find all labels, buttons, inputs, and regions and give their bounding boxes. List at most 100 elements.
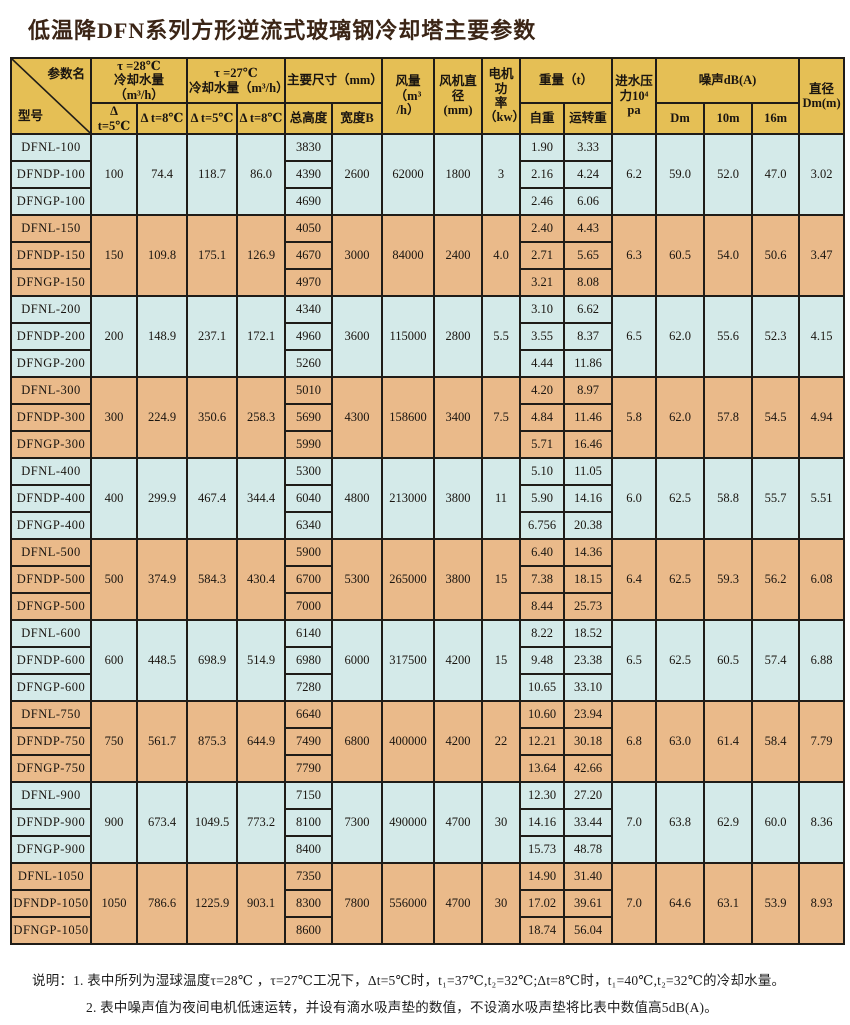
air-volume-cell: 317500 <box>381 618 436 702</box>
subheader-dt8-tau27: Δ t=8℃ <box>236 102 286 135</box>
subheader-self-weight: 自重 <box>519 102 566 135</box>
table-row: DFNDP-1050 8300 17.02 39.61 <box>10 888 844 918</box>
motor-power-cell: 15 <box>481 537 522 621</box>
running-weight-cell: 4.24 <box>563 159 614 189</box>
running-weight-cell: 20.38 <box>563 510 614 540</box>
water-flow-cell-2: 224.9 <box>136 375 188 459</box>
subheader-dt8-tau28: Δ t=8℃ <box>136 102 188 135</box>
noise-16m-cell: 60.0 <box>751 780 801 864</box>
width-b-cell: 3600 <box>330 294 384 378</box>
model-cell: DFNL-200 <box>10 294 92 324</box>
water-flow-cell-3: 698.9 <box>186 618 238 702</box>
running-weight-cell: 11.05 <box>563 456 614 486</box>
water-pressure-cell: 7.0 <box>611 861 658 945</box>
table-row: DFNGP-600 7280 10.65 33.10 <box>10 672 844 702</box>
air-volume-cell: 62000 <box>381 132 436 216</box>
total-height-cell: 5300 <box>284 456 333 486</box>
motor-power-cell: 3 <box>481 132 522 216</box>
model-cell: DFNGP-900 <box>10 834 92 864</box>
self-weight-cell: 18.74 <box>519 915 566 945</box>
noise-16m-cell: 56.2 <box>751 537 801 621</box>
model-cell: DFNGP-100 <box>10 186 92 216</box>
total-height-cell: 4960 <box>284 321 333 351</box>
noise-16m-cell: 55.7 <box>751 456 801 540</box>
self-weight-cell: 3.55 <box>519 321 566 351</box>
fan-diameter-cell: 1800 <box>433 132 484 216</box>
total-height-cell: 6040 <box>284 483 333 513</box>
self-weight-cell: 6.40 <box>519 537 566 567</box>
noise-10m-cell: 60.5 <box>703 618 754 702</box>
self-weight-cell: 5.90 <box>519 483 566 513</box>
water-flow-cell-2: 374.9 <box>136 537 188 621</box>
noise-dm-cell: 59.0 <box>655 132 706 216</box>
water-pressure-cell: 6.3 <box>611 213 658 297</box>
water-flow-cell-4: 172.1 <box>236 294 286 378</box>
self-weight-cell: 8.22 <box>519 618 566 648</box>
diameter-cell: 6.88 <box>798 618 846 702</box>
model-cell: DFNGP-400 <box>10 510 92 540</box>
footnote-text-1: 1. 表中所列为湿球温度τ=28℃ ，τ=27℃工况下，Δt=5℃时，t₁=37… <box>73 972 786 988</box>
air-volume-cell: 490000 <box>381 780 436 864</box>
water-flow-cell-1: 1050 <box>90 861 138 945</box>
motor-power-cell: 15 <box>481 618 522 702</box>
self-weight-cell: 12.30 <box>519 780 566 810</box>
table-row: DFNDP-500 6700 7.38 18.15 <box>10 564 844 594</box>
water-flow-cell-3: 1225.9 <box>186 861 238 945</box>
model-cell: DFNDP-600 <box>10 645 92 675</box>
self-weight-cell: 6.756 <box>519 510 566 540</box>
noise-dm-cell: 62.0 <box>655 375 706 459</box>
running-weight-cell: 30.18 <box>563 726 614 756</box>
width-b-cell: 4300 <box>330 375 384 459</box>
water-pressure-cell: 6.5 <box>611 294 658 378</box>
running-weight-cell: 27.20 <box>563 780 614 810</box>
water-flow-cell-4: 86.0 <box>236 132 286 216</box>
self-weight-cell: 5.10 <box>519 456 566 486</box>
width-b-cell: 4800 <box>330 456 384 540</box>
total-height-cell: 5690 <box>284 402 333 432</box>
water-pressure-cell: 5.8 <box>611 375 658 459</box>
diameter-cell: 5.51 <box>798 456 846 540</box>
water-flow-cell-3: 584.3 <box>186 537 238 621</box>
self-weight-cell: 3.10 <box>519 294 566 324</box>
self-weight-cell: 8.44 <box>519 591 566 621</box>
motor-power-cell: 11 <box>481 456 522 540</box>
model-cell: DFNGP-1050 <box>10 915 92 945</box>
water-pressure-cell: 6.5 <box>611 618 658 702</box>
header-tau27-flow: τ =27℃ 冷却水量（m³/h） <box>186 56 286 105</box>
subheader-width-b: 宽度B <box>330 102 384 135</box>
total-height-cell: 4690 <box>284 186 333 216</box>
water-pressure-cell: 6.4 <box>611 537 658 621</box>
water-flow-cell-1: 200 <box>90 294 138 378</box>
fan-diameter-cell: 2400 <box>433 213 484 297</box>
water-flow-cell-3: 350.6 <box>186 375 238 459</box>
table-row: DFNDP-400 6040 5.90 14.16 <box>10 483 844 513</box>
noise-dm-cell: 63.8 <box>655 780 706 864</box>
noise-10m-cell: 54.0 <box>703 213 754 297</box>
header-main-dimensions: 主要尺寸（mm） <box>283 56 384 105</box>
motor-power-cell: 22 <box>481 699 522 783</box>
total-height-cell: 4670 <box>284 240 333 270</box>
table-row: DFNL-300 300 224.9 350.6 258.3 5010 4300 158600… <box>10 375 846 459</box>
subheader-total-height: 总高度 <box>284 102 333 135</box>
total-height-cell: 7350 <box>284 861 333 891</box>
self-weight-cell: 3.21 <box>519 267 566 297</box>
model-cell: DFNL-400 <box>10 456 92 486</box>
diameter-cell: 3.47 <box>798 213 846 297</box>
noise-10m-cell: 58.8 <box>703 456 754 540</box>
total-height-cell: 4970 <box>284 267 333 297</box>
self-weight-cell: 2.71 <box>519 240 566 270</box>
water-flow-cell-1: 300 <box>90 375 138 459</box>
fan-diameter-cell: 3800 <box>433 537 484 621</box>
water-flow-cell-2: 673.4 <box>136 780 188 864</box>
fan-diameter-cell: 4200 <box>433 699 484 783</box>
running-weight-cell: 48.78 <box>563 834 614 864</box>
motor-power-cell: 4.0 <box>481 213 522 297</box>
model-cell: DFNDP-750 <box>10 726 92 756</box>
fan-diameter-cell: 3400 <box>433 375 484 459</box>
running-weight-cell: 6.62 <box>563 294 614 324</box>
diameter-cell: 8.93 <box>798 861 846 945</box>
fan-diameter-cell: 4700 <box>433 861 484 945</box>
self-weight-cell: 10.65 <box>519 672 566 702</box>
water-flow-cell-1: 400 <box>90 456 138 540</box>
table-row: DFNL-100 100 74.4 118.7 86.0 3830 2600 62000 180… <box>10 132 846 216</box>
